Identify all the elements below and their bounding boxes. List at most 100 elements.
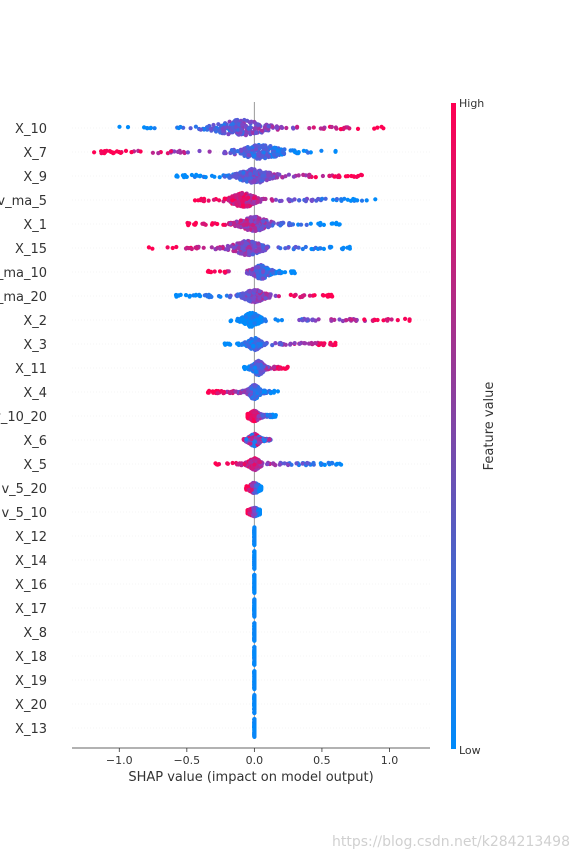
shap-point (92, 150, 97, 155)
shap-point (252, 670, 257, 675)
shap-point (234, 175, 240, 180)
shap-point (407, 318, 412, 323)
shap-point (207, 149, 212, 154)
shap-point (256, 337, 261, 343)
shap-point (242, 296, 247, 301)
shap-point (321, 222, 326, 227)
shap-point (279, 222, 284, 227)
shap-point (250, 395, 255, 400)
shap-point (257, 460, 262, 465)
shap-point (244, 314, 249, 320)
shap-point (245, 415, 250, 420)
shap-point (178, 124, 183, 130)
shap-point (256, 126, 261, 131)
shap-point (320, 126, 325, 131)
shap-point (213, 127, 218, 132)
shap-point (235, 294, 240, 299)
shap-point (269, 173, 274, 178)
shap-point (352, 197, 357, 202)
feature-row-v_5_20 (244, 480, 264, 495)
shap-point (202, 127, 207, 132)
shap-point (290, 125, 296, 130)
shap-point (125, 125, 131, 130)
shap-point (337, 461, 342, 466)
shap-point (296, 173, 301, 178)
shap-point (251, 419, 256, 424)
shap-point (292, 197, 297, 202)
shap-point (268, 293, 273, 298)
shap-point (227, 175, 232, 180)
shap-point (211, 197, 216, 202)
shap-point (252, 582, 257, 587)
shap-point (337, 222, 342, 227)
shap-point (118, 150, 123, 155)
shap-point (271, 390, 276, 395)
shap-point (209, 173, 215, 178)
colorbar-title: Feature value (482, 382, 497, 471)
shap-point (261, 437, 266, 442)
shap-point (144, 126, 150, 131)
shap-point (235, 341, 240, 346)
shap-point (182, 150, 187, 156)
feature-row-X_13 (252, 717, 257, 740)
feature-row-X_3 (222, 336, 338, 353)
shap-point (373, 197, 378, 202)
shap-point (251, 343, 256, 349)
x-tick-label: −1.0 (106, 754, 133, 767)
shap-point (205, 269, 210, 274)
feature-row-X_11 (241, 358, 290, 378)
shap-point (340, 247, 345, 252)
shap-point (252, 414, 257, 419)
shap-point (252, 590, 257, 595)
shap-point (344, 318, 349, 323)
shap-point (247, 311, 253, 316)
shap-point (226, 269, 231, 274)
shap-point (256, 273, 261, 279)
feature-label: X_11 (15, 362, 47, 377)
shap-point (243, 133, 248, 138)
shap-point (379, 124, 384, 129)
shap-point (249, 324, 254, 329)
shap-point (255, 362, 261, 367)
shap-point (303, 341, 308, 346)
shap-point (275, 389, 280, 394)
shap-point (309, 198, 314, 203)
shap-point (117, 124, 122, 129)
shap-point (305, 460, 310, 466)
shap-point (252, 696, 257, 702)
shap-point (276, 294, 281, 299)
feature-label: v_5_10 (1, 506, 47, 521)
shap-point (185, 150, 190, 155)
shap-point (244, 196, 249, 201)
shap-point (252, 733, 257, 738)
shap-point (252, 313, 257, 318)
shap-point (297, 198, 302, 203)
shap-point (242, 389, 247, 394)
shap-point (197, 148, 202, 154)
shap-point (334, 126, 339, 131)
shap-point (254, 156, 260, 161)
shap-point (258, 369, 263, 375)
shap-point (255, 270, 260, 275)
colorbar-gradient (451, 103, 456, 749)
shap-point (241, 245, 246, 250)
feature-label: X_14 (15, 554, 47, 569)
shap-point (252, 723, 257, 729)
shap-point (306, 172, 312, 178)
shap-point (222, 196, 227, 201)
shap-point (217, 246, 223, 251)
shap-point (252, 153, 257, 158)
shap-point (210, 221, 215, 226)
shap-point (215, 462, 220, 467)
feature-row-X_1 (185, 214, 342, 233)
shap-point (146, 245, 151, 250)
shap-point (168, 149, 174, 154)
shap-point (239, 127, 244, 132)
feature-row-X_14 (252, 549, 257, 571)
shap-point (152, 126, 157, 131)
feature-label: v_ma_10 (0, 266, 47, 281)
shap-point (277, 366, 282, 371)
shap-point (212, 269, 217, 274)
shap-point (304, 222, 309, 227)
